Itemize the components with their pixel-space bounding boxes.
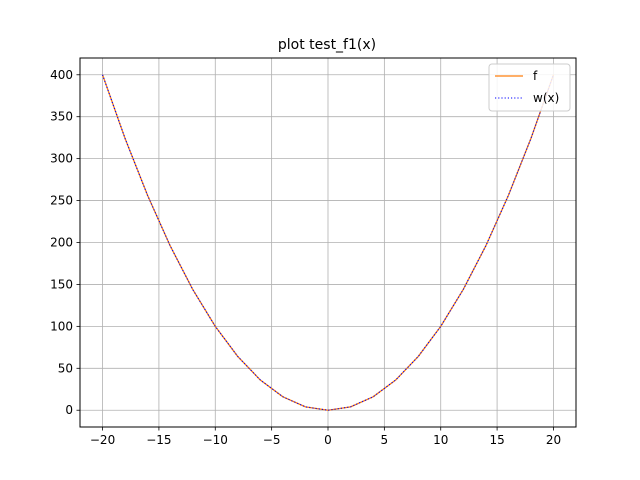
x-tick-label: −20	[90, 433, 115, 447]
y-tick-label: 300	[50, 152, 73, 166]
x-tick-label: −10	[203, 433, 228, 447]
legend-label: w(x)	[533, 91, 559, 105]
x-tick-label: 10	[433, 433, 448, 447]
y-tick-label: 400	[50, 68, 73, 82]
x-tick-label: −5	[263, 433, 281, 447]
x-tick-label: 5	[381, 433, 389, 447]
legend-label: f	[533, 69, 538, 83]
y-tick-label: 350	[50, 110, 73, 124]
x-tick-label: 0	[324, 433, 332, 447]
x-tick-label: 15	[489, 433, 504, 447]
y-tick-label: 200	[50, 236, 73, 250]
chart-title: plot test_f1(x)	[278, 37, 376, 53]
series-line-w-x	[102, 74, 554, 411]
y-tick-label: 0	[65, 403, 73, 417]
series-layer	[101, 74, 555, 411]
y-tick-label: 250	[50, 194, 73, 208]
grid	[80, 58, 576, 427]
legend: f w(x)	[488, 63, 571, 112]
y-tick-label: 100	[50, 319, 73, 333]
y-tick-label: 50	[58, 361, 73, 375]
x-tick-label: −15	[146, 433, 171, 447]
x-tick-label: 20	[546, 433, 561, 447]
axis-ticks: −20 −15 −10 −5 0 5 10 15 20050100150200250300350…	[50, 68, 561, 447]
y-tick-label: 150	[50, 277, 73, 291]
